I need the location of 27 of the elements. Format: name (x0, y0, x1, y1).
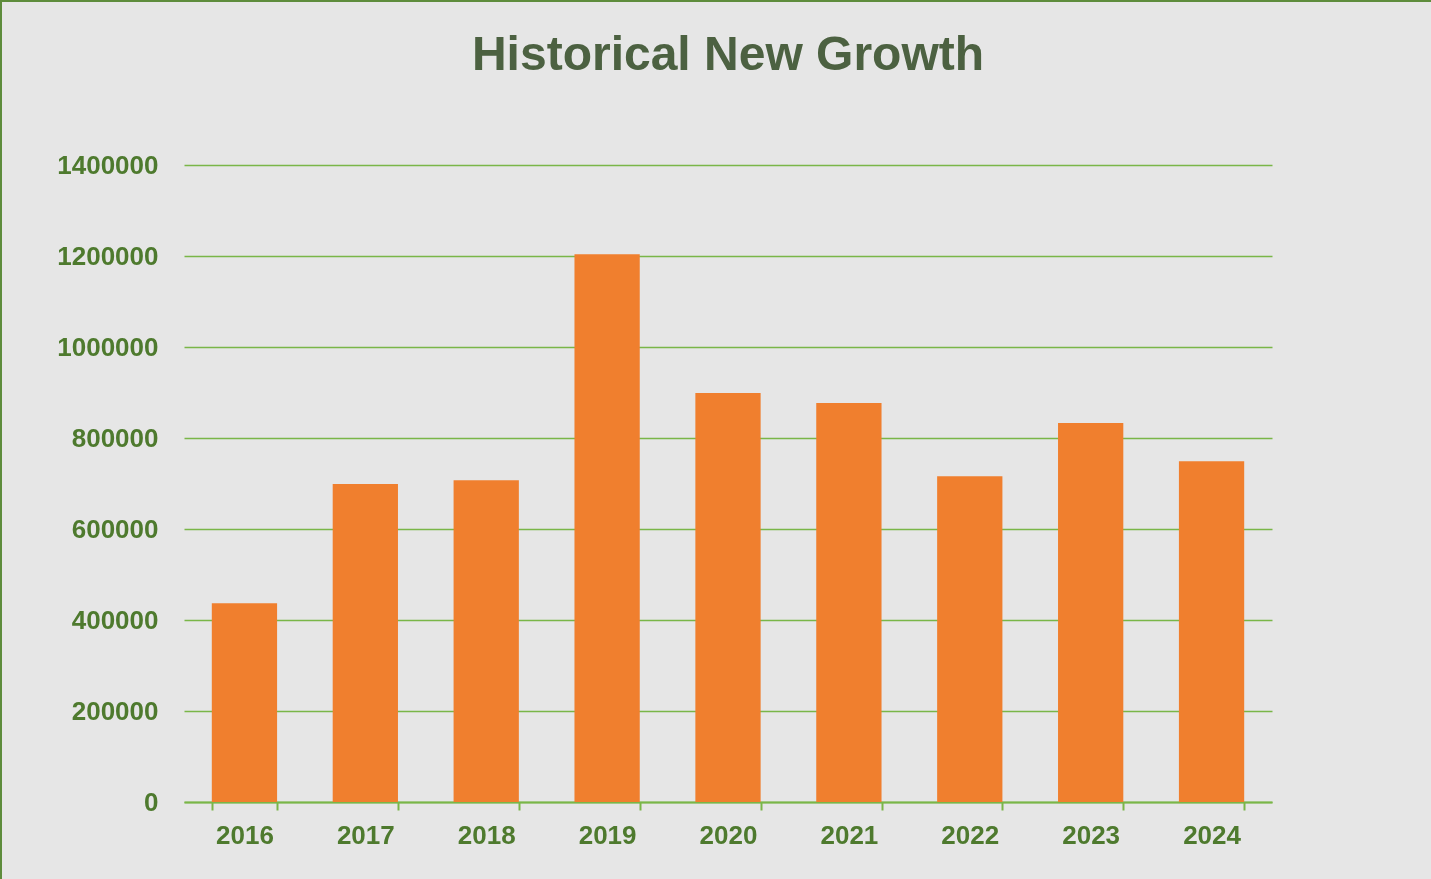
y-tick-label: 400000 (71, 604, 159, 635)
y-tick-label: 1400000 (57, 149, 159, 180)
bar (453, 480, 519, 802)
chart-title: Historical New Growth (471, 27, 985, 80)
x-tick-label: 2016 (216, 819, 274, 850)
x-tick-label: 2019 (578, 819, 637, 850)
bar (816, 402, 882, 802)
y-tick-label: 1200000 (57, 240, 159, 271)
x-tick-label: 2021 (820, 819, 879, 850)
x-tick-label: 2024 (1183, 819, 1242, 850)
y-tick-label: 0 (144, 786, 159, 817)
x-tick-label: 2017 (336, 819, 395, 850)
bar (211, 603, 278, 802)
y-tick-label: 1000000 (57, 331, 159, 362)
x-tick-label: 2020 (699, 819, 758, 850)
bar (695, 392, 761, 802)
x-tick-label: 2023 (1062, 819, 1121, 850)
x-tick-label: 2022 (941, 819, 1000, 850)
y-tick-label: 200000 (71, 695, 159, 726)
bar (574, 254, 640, 802)
y-tick-label: 600000 (71, 513, 159, 544)
bar (332, 483, 398, 802)
bar (1058, 422, 1124, 802)
bar (937, 476, 1003, 802)
x-tick-label: 2018 (457, 819, 516, 850)
y-tick-label: 800000 (71, 422, 159, 453)
bar (1178, 461, 1245, 802)
